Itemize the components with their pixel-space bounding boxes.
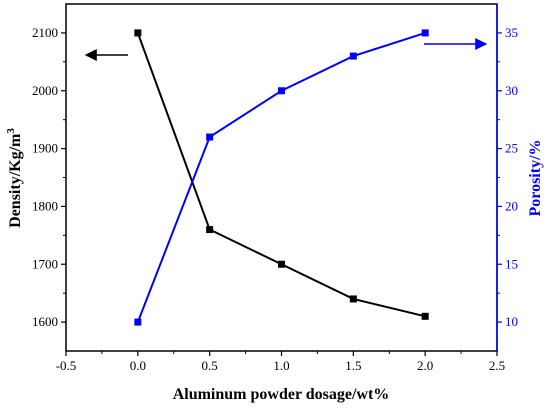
left-y-tick-label: 2100 bbox=[32, 25, 58, 40]
x-tick-label: 1.0 bbox=[273, 358, 289, 373]
left-y-tick-label: 1600 bbox=[32, 314, 58, 329]
right-y-tick-label: 10 bbox=[505, 314, 518, 329]
left-y-tick-label: 1900 bbox=[32, 141, 58, 156]
x-tick-label: -0.5 bbox=[56, 358, 77, 373]
x-tick-label: 2.0 bbox=[417, 358, 433, 373]
right-y-axis-ticks: 10 15 20 25 30 35 bbox=[497, 25, 518, 329]
porosity-data-point bbox=[278, 87, 285, 95]
x-axis-ticks: -0.5 0.0 0.5 1.0 1.5 2.0 2.5 bbox=[56, 351, 505, 373]
x-tick-label: 1.5 bbox=[345, 358, 361, 373]
density-series-line bbox=[136, 32, 426, 318]
density-data-point bbox=[134, 29, 142, 37]
right-y-tick-label: 35 bbox=[505, 25, 518, 40]
right-y-axis-title: Porosity/% bbox=[527, 139, 544, 216]
density-data-point bbox=[278, 260, 285, 268]
porosity-data-point bbox=[421, 29, 429, 37]
x-tick-label: 0.0 bbox=[130, 358, 146, 373]
left-y-tick-label: 1800 bbox=[32, 198, 58, 213]
density-data-point bbox=[206, 226, 214, 234]
x-tick-label: 2.5 bbox=[489, 358, 505, 373]
density-data-point bbox=[421, 312, 429, 320]
left-y-axis-title: Density/Kg/m3 bbox=[5, 128, 24, 228]
porosity-data-point bbox=[134, 318, 142, 326]
density-data-point bbox=[349, 295, 357, 303]
plot-frame-black bbox=[65, 3, 498, 352]
porosity-data-point bbox=[349, 52, 357, 60]
x-axis-title: Aluminum powder dosage/wt% bbox=[173, 386, 390, 403]
porosity-data-point bbox=[206, 133, 214, 141]
series-markers bbox=[134, 29, 429, 326]
series-lines bbox=[136, 31, 426, 323]
left-y-axis-title-text: Density/Kg/m bbox=[7, 133, 24, 228]
right-y-tick-label: 20 bbox=[505, 198, 518, 213]
right-y-tick-label: 30 bbox=[505, 83, 518, 98]
left-y-tick-label: 1700 bbox=[32, 256, 58, 271]
left-y-axis-title-superscript: 3 bbox=[5, 128, 17, 134]
left-y-tick-label: 2000 bbox=[32, 83, 58, 98]
left-y-axis-ticks: 1600 1700 1800 1900 2000 2100 bbox=[32, 25, 66, 329]
porosity-series-line bbox=[136, 31, 426, 323]
right-y-tick-label: 25 bbox=[505, 141, 518, 156]
right-y-tick-label: 15 bbox=[505, 256, 518, 271]
x-tick-label: 0.5 bbox=[202, 358, 218, 373]
